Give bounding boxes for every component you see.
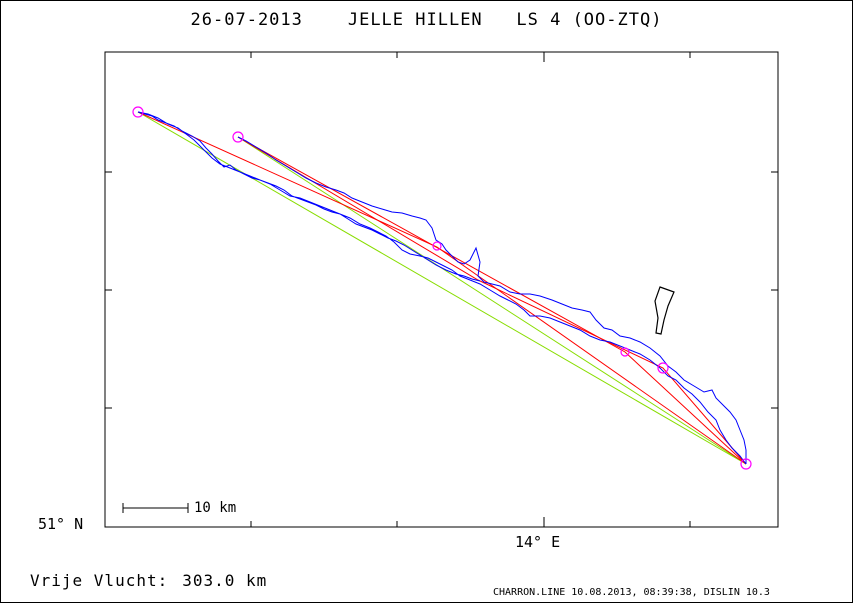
turnpoint-marker (657, 362, 669, 374)
free-flight-value: 303.0 km (182, 571, 268, 590)
latitude-label: 51° N (38, 515, 84, 533)
footer-info: CHARRON.LINE 10.08.2013, 08:39:38, DISLI… (493, 587, 770, 598)
turnpoints (132, 106, 752, 470)
map-border (104, 51, 779, 528)
turnpoint-marker (620, 347, 630, 357)
axis-ticks (105, 52, 778, 527)
task-lines (137, 111, 747, 465)
scale-bar (122, 503, 189, 513)
longitude-label: 14° E (515, 533, 561, 551)
pilot-name: JELLE HILLEN (347, 10, 483, 30)
turnpoint-marker (132, 106, 144, 118)
turnpoint-marker (432, 241, 442, 251)
free-flight-distance: Vrije Vlucht: 303.0 km (30, 571, 267, 590)
gps-track (137, 111, 747, 465)
glider-name: LS 4 (OO-ZTQ) (516, 10, 663, 30)
turnpoint-marker (232, 131, 244, 143)
flight-date: 26-07-2013 (190, 10, 303, 30)
scale-label: 10 km (194, 500, 237, 516)
flight-title: 26-07-2013 JELLE HILLEN LS 4 (OO-ZTQ) (0, 10, 853, 30)
free-flight-label: Vrije Vlucht: (30, 571, 169, 590)
airspace-outline (654, 286, 675, 335)
turnpoint-marker (740, 458, 752, 470)
